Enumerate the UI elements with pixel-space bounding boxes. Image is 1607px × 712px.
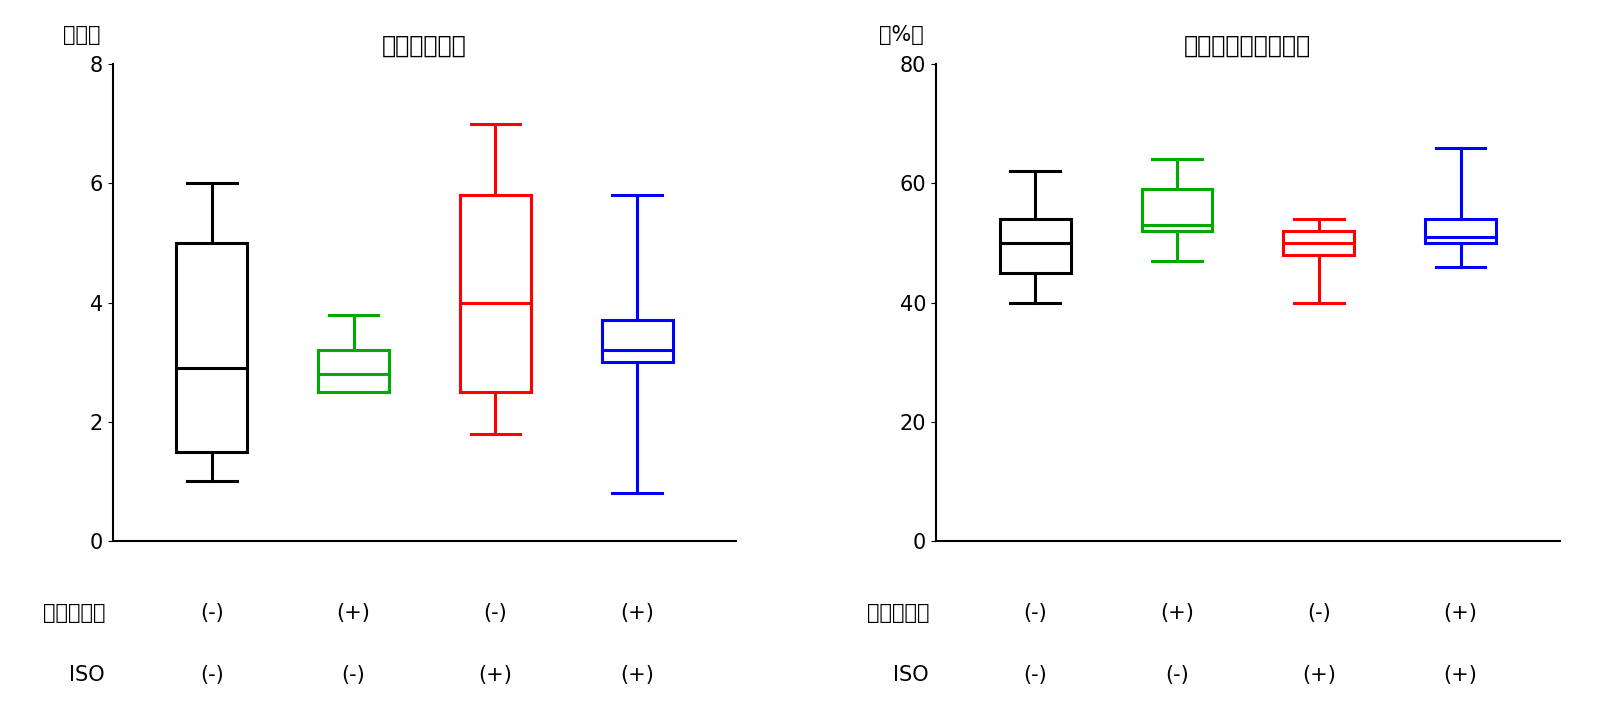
Bar [1424, 219, 1495, 243]
Text: (-): (-) [199, 665, 223, 685]
Text: (-): (-) [1022, 665, 1046, 685]
Text: ユーグレナ: ユーグレナ [866, 603, 929, 623]
Text: (+): (+) [1443, 665, 1477, 685]
Text: (-): (-) [199, 603, 223, 623]
Text: （%）: （%） [877, 25, 922, 45]
Text: (-): (-) [1165, 665, 1188, 685]
Bar [1141, 189, 1212, 231]
Bar [318, 350, 389, 392]
Title: 糞便中の水分の割合: 糞便中の水分の割合 [1184, 34, 1311, 58]
Text: (-): (-) [484, 603, 506, 623]
Text: (-): (-) [341, 665, 365, 685]
Text: (-): (-) [1306, 603, 1331, 623]
Bar [177, 243, 247, 451]
Bar [460, 195, 530, 392]
Text: (+): (+) [336, 603, 370, 623]
Text: ISO: ISO [69, 665, 104, 685]
Text: (+): (+) [620, 603, 654, 623]
Text: (+): (+) [620, 665, 654, 685]
Text: (-): (-) [1022, 603, 1046, 623]
Bar [601, 320, 672, 362]
Text: （個）: （個） [63, 25, 100, 45]
Bar [1282, 231, 1353, 255]
Title: 大腸内糞便数: 大腸内糞便数 [382, 34, 466, 58]
Text: (+): (+) [479, 665, 513, 685]
Text: ISO: ISO [892, 665, 927, 685]
Text: (+): (+) [1443, 603, 1477, 623]
Text: (+): (+) [1159, 603, 1192, 623]
Text: ユーグレナ: ユーグレナ [43, 603, 106, 623]
Text: (+): (+) [1302, 665, 1335, 685]
Bar [1000, 219, 1070, 273]
